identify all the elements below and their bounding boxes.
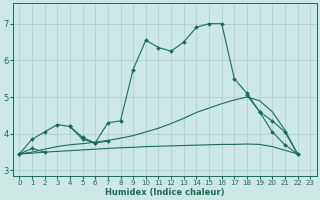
X-axis label: Humidex (Indice chaleur): Humidex (Indice chaleur) xyxy=(105,188,225,197)
